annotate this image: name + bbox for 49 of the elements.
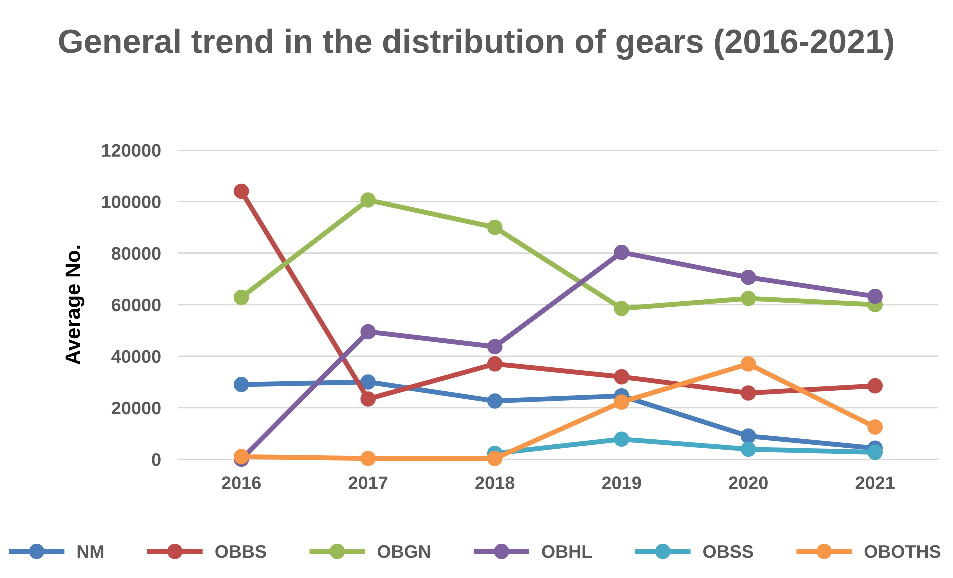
legend-label: OBHL — [542, 545, 592, 558]
point — [487, 356, 503, 372]
point — [740, 356, 756, 372]
legend-label: OBBS — [216, 545, 266, 558]
x-tick-label: 2020 — [729, 476, 768, 490]
point — [740, 442, 756, 458]
legend-label: NM — [78, 546, 104, 558]
point — [614, 432, 630, 448]
legend-label: OBGN — [378, 545, 430, 558]
y-tick-label: 0 — [152, 453, 161, 466]
point — [740, 386, 756, 401]
point — [360, 374, 376, 390]
x-tick-label: 2019 — [602, 476, 642, 490]
x-tick-label: 2017 — [348, 476, 388, 490]
point — [487, 220, 503, 236]
chart-title: General trend in the distribution of gears (2016-2021) — [59, 28, 894, 60]
y-tick-label: 60000 — [112, 298, 161, 312]
y-axis-title: Average No. — [66, 246, 85, 365]
point — [487, 451, 503, 466]
point — [740, 291, 756, 306]
point — [234, 377, 250, 392]
point — [740, 270, 756, 286]
legend-label: OBOTHS — [864, 545, 941, 558]
point — [360, 324, 376, 340]
point — [868, 289, 883, 304]
point — [740, 428, 756, 444]
point — [360, 451, 376, 466]
point — [868, 444, 883, 460]
point — [868, 420, 883, 435]
y-tick-label: 80000 — [112, 247, 161, 260]
point — [487, 339, 503, 355]
y-tick-label: 40000 — [112, 350, 161, 364]
point — [614, 244, 630, 260]
point — [487, 394, 503, 409]
y-tick-label: 120000 — [102, 144, 161, 157]
x-tick-label: 2016 — [222, 476, 262, 490]
point — [234, 290, 250, 306]
point — [360, 192, 376, 208]
y-tick-label: 20000 — [112, 402, 161, 415]
point — [614, 369, 630, 385]
point — [868, 378, 883, 394]
point — [614, 301, 630, 316]
point — [234, 184, 250, 200]
legend-label: OBSS — [704, 545, 754, 558]
point — [360, 392, 376, 407]
y-tick-label: 100000 — [102, 196, 161, 209]
x-tick-label: 2021 — [856, 476, 895, 490]
point — [614, 394, 630, 410]
x-tick-label: 2018 — [476, 476, 515, 490]
